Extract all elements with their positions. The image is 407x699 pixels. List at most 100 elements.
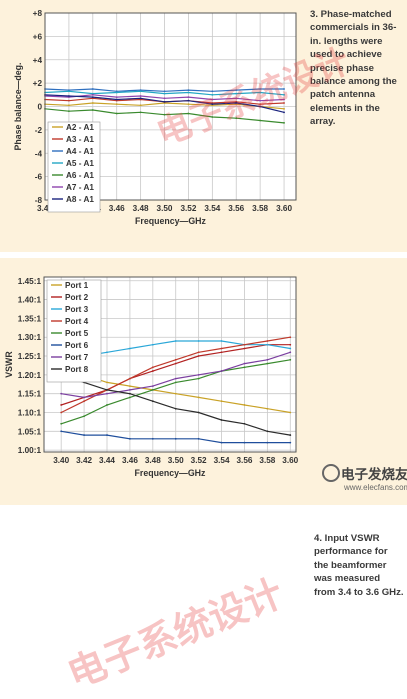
legend-label: Port 2 xyxy=(65,293,89,302)
data-point xyxy=(197,340,200,342)
elecfans-logo: 电子发烧友 www.elecfans.com xyxy=(322,462,407,500)
x-tick-label: 3.60 xyxy=(276,204,292,213)
data-point xyxy=(151,343,154,346)
data-point xyxy=(139,95,142,97)
figure-3-caption: 3. Phase-matched commercials in 36-in. l… xyxy=(310,9,397,128)
data-point xyxy=(259,88,262,90)
data-point xyxy=(243,362,246,365)
data-point xyxy=(151,366,154,369)
data-point xyxy=(139,104,142,107)
data-point xyxy=(235,89,238,92)
x-tick-label: 3.44 xyxy=(99,456,115,465)
x-tick-label: 3.46 xyxy=(109,204,125,213)
y-tick-label: 1.05:1 xyxy=(18,427,42,436)
data-point xyxy=(197,351,200,354)
data-point xyxy=(187,112,190,115)
data-point xyxy=(266,340,269,342)
data-point xyxy=(174,358,177,361)
data-point xyxy=(163,100,166,103)
data-point xyxy=(197,411,200,414)
data-point xyxy=(115,103,118,106)
data-point xyxy=(197,396,200,399)
x-tick-label: 3.40 xyxy=(53,456,69,465)
data-point xyxy=(266,362,269,365)
legend-label: Port 3 xyxy=(65,305,89,314)
data-point xyxy=(266,407,269,410)
data-point xyxy=(106,404,108,406)
data-point xyxy=(289,336,292,339)
data-point xyxy=(91,93,94,96)
legend: Port 1 Port 2 Port 3 Port 4 Port 5 Port 6 Port… xyxy=(46,279,102,383)
data-point xyxy=(139,97,142,100)
data-point xyxy=(243,366,246,369)
watermark-bottom: 电子系统设计 xyxy=(61,570,290,697)
data-point xyxy=(220,340,223,342)
y-tick-label: 1.20:1 xyxy=(18,371,42,380)
data-point xyxy=(235,92,238,95)
data-point xyxy=(259,103,262,106)
y-tick-label: 0 xyxy=(37,103,42,112)
data-point xyxy=(266,430,269,433)
x-tick-label: 3.48 xyxy=(145,456,161,465)
data-point xyxy=(211,116,214,118)
data-point xyxy=(151,389,154,391)
y-tick-label: -8 xyxy=(35,196,43,205)
x-tick-label: 3.40 xyxy=(37,204,53,213)
data-point xyxy=(283,107,285,110)
data-point xyxy=(174,407,177,410)
x-tick-label: 3.48 xyxy=(133,204,149,213)
logo-name: 电子发烧友 xyxy=(341,467,407,483)
data-point xyxy=(106,389,108,391)
legend: A2 - A1 A3 - A1 A4 - A1 A5 - A1 A6 - A1 A7 - … xyxy=(47,121,101,213)
data-point xyxy=(106,351,108,354)
x-tick-label: 3.42 xyxy=(76,456,92,465)
data-point xyxy=(289,343,292,346)
data-point xyxy=(211,103,214,106)
legend-label: A2 - A1 xyxy=(66,123,94,132)
data-point xyxy=(60,392,63,395)
x-tick-label: 3.50 xyxy=(168,456,184,465)
y-tick-label: -2 xyxy=(35,126,43,135)
data-point xyxy=(283,88,285,90)
legend-label: A7 - A1 xyxy=(66,183,94,192)
legend-label: Port 7 xyxy=(65,353,89,362)
x-tick-label: 3.56 xyxy=(228,204,244,213)
data-point xyxy=(60,422,63,425)
data-point xyxy=(139,111,142,114)
data-point xyxy=(151,370,154,372)
data-point xyxy=(220,441,223,444)
y-tick-label: -6 xyxy=(35,173,43,182)
data-point xyxy=(283,121,285,124)
data-point xyxy=(289,434,292,436)
legend-label: Port 5 xyxy=(65,329,89,338)
x-tick-label: 3.58 xyxy=(259,456,275,465)
x-tick-label: 3.54 xyxy=(204,204,220,213)
data-point xyxy=(174,377,177,380)
y-axis-label: VSWR xyxy=(4,351,14,378)
data-point xyxy=(129,437,131,440)
data-point xyxy=(174,362,177,365)
data-point xyxy=(68,99,70,102)
data-point xyxy=(163,92,166,95)
data-point xyxy=(289,358,292,361)
figure-4-caption: 4. Input VSWR performance for the beamfo… xyxy=(314,533,404,598)
data-point xyxy=(266,343,269,346)
vswr-chart: 3.40 3.42 3.44 3.46 3.48 3.50 3.52 3.54 3.56 3.58… xyxy=(4,276,299,478)
y-tick-label: -4 xyxy=(35,149,43,158)
data-point xyxy=(60,430,63,433)
data-point xyxy=(83,415,85,418)
data-point xyxy=(139,90,142,93)
data-point xyxy=(283,98,285,101)
data-point xyxy=(243,343,246,346)
data-point xyxy=(259,119,262,122)
y-tick-label: +2 xyxy=(33,79,43,88)
data-point xyxy=(197,437,200,440)
y-tick-label: +8 xyxy=(33,9,43,18)
data-point xyxy=(259,99,262,102)
data-point xyxy=(151,400,154,403)
data-point xyxy=(235,97,238,100)
y-tick-label: 1.25:1 xyxy=(18,352,42,361)
x-tick-label: 3.56 xyxy=(236,456,252,465)
plot-frame xyxy=(43,276,297,453)
data-point xyxy=(220,419,223,421)
